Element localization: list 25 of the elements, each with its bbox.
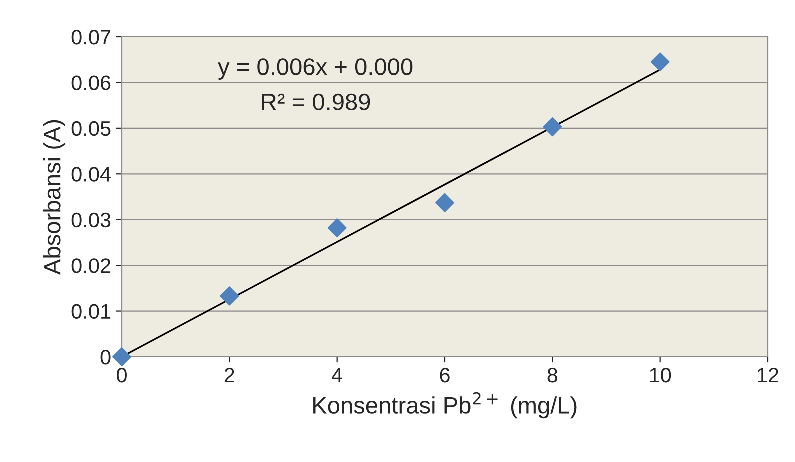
x-axis-title: Konsentrasi Pb$^{2+}$ (mg/L) (314, 392, 577, 419)
x-tick-label: 2 (224, 368, 234, 383)
x-tick-label: 4 (332, 368, 343, 383)
y-tick-label: 0 (100, 350, 111, 365)
point (436, 193, 454, 212)
x-tick-label: 0 (117, 368, 127, 383)
point (328, 218, 347, 238)
y-tick-label: 0.04 (72, 167, 111, 182)
x-tick-label: 6 (440, 368, 450, 383)
annotation: y = 0.006x + 0.000 (218, 58, 413, 80)
y-tick-label: 0.03 (72, 212, 111, 228)
y-tick-label: 0.02 (72, 258, 111, 274)
y-tick-label: 0.01 (72, 304, 111, 320)
x-tick-label: 10 (650, 368, 672, 383)
x-tick-label: 8 (548, 368, 558, 383)
point (220, 286, 240, 306)
point (650, 52, 670, 72)
point (543, 118, 562, 137)
y-tick-label: 0.07 (72, 30, 111, 45)
y-tick-label: 0.05 (72, 121, 111, 136)
y-axis-title: Absorbansi (A) (43, 120, 66, 276)
point (112, 348, 132, 366)
x-tick-label: 12 (758, 368, 779, 383)
annotation: R² = 0.989 (262, 94, 370, 111)
y-tick-label: 0.06 (72, 76, 111, 90)
